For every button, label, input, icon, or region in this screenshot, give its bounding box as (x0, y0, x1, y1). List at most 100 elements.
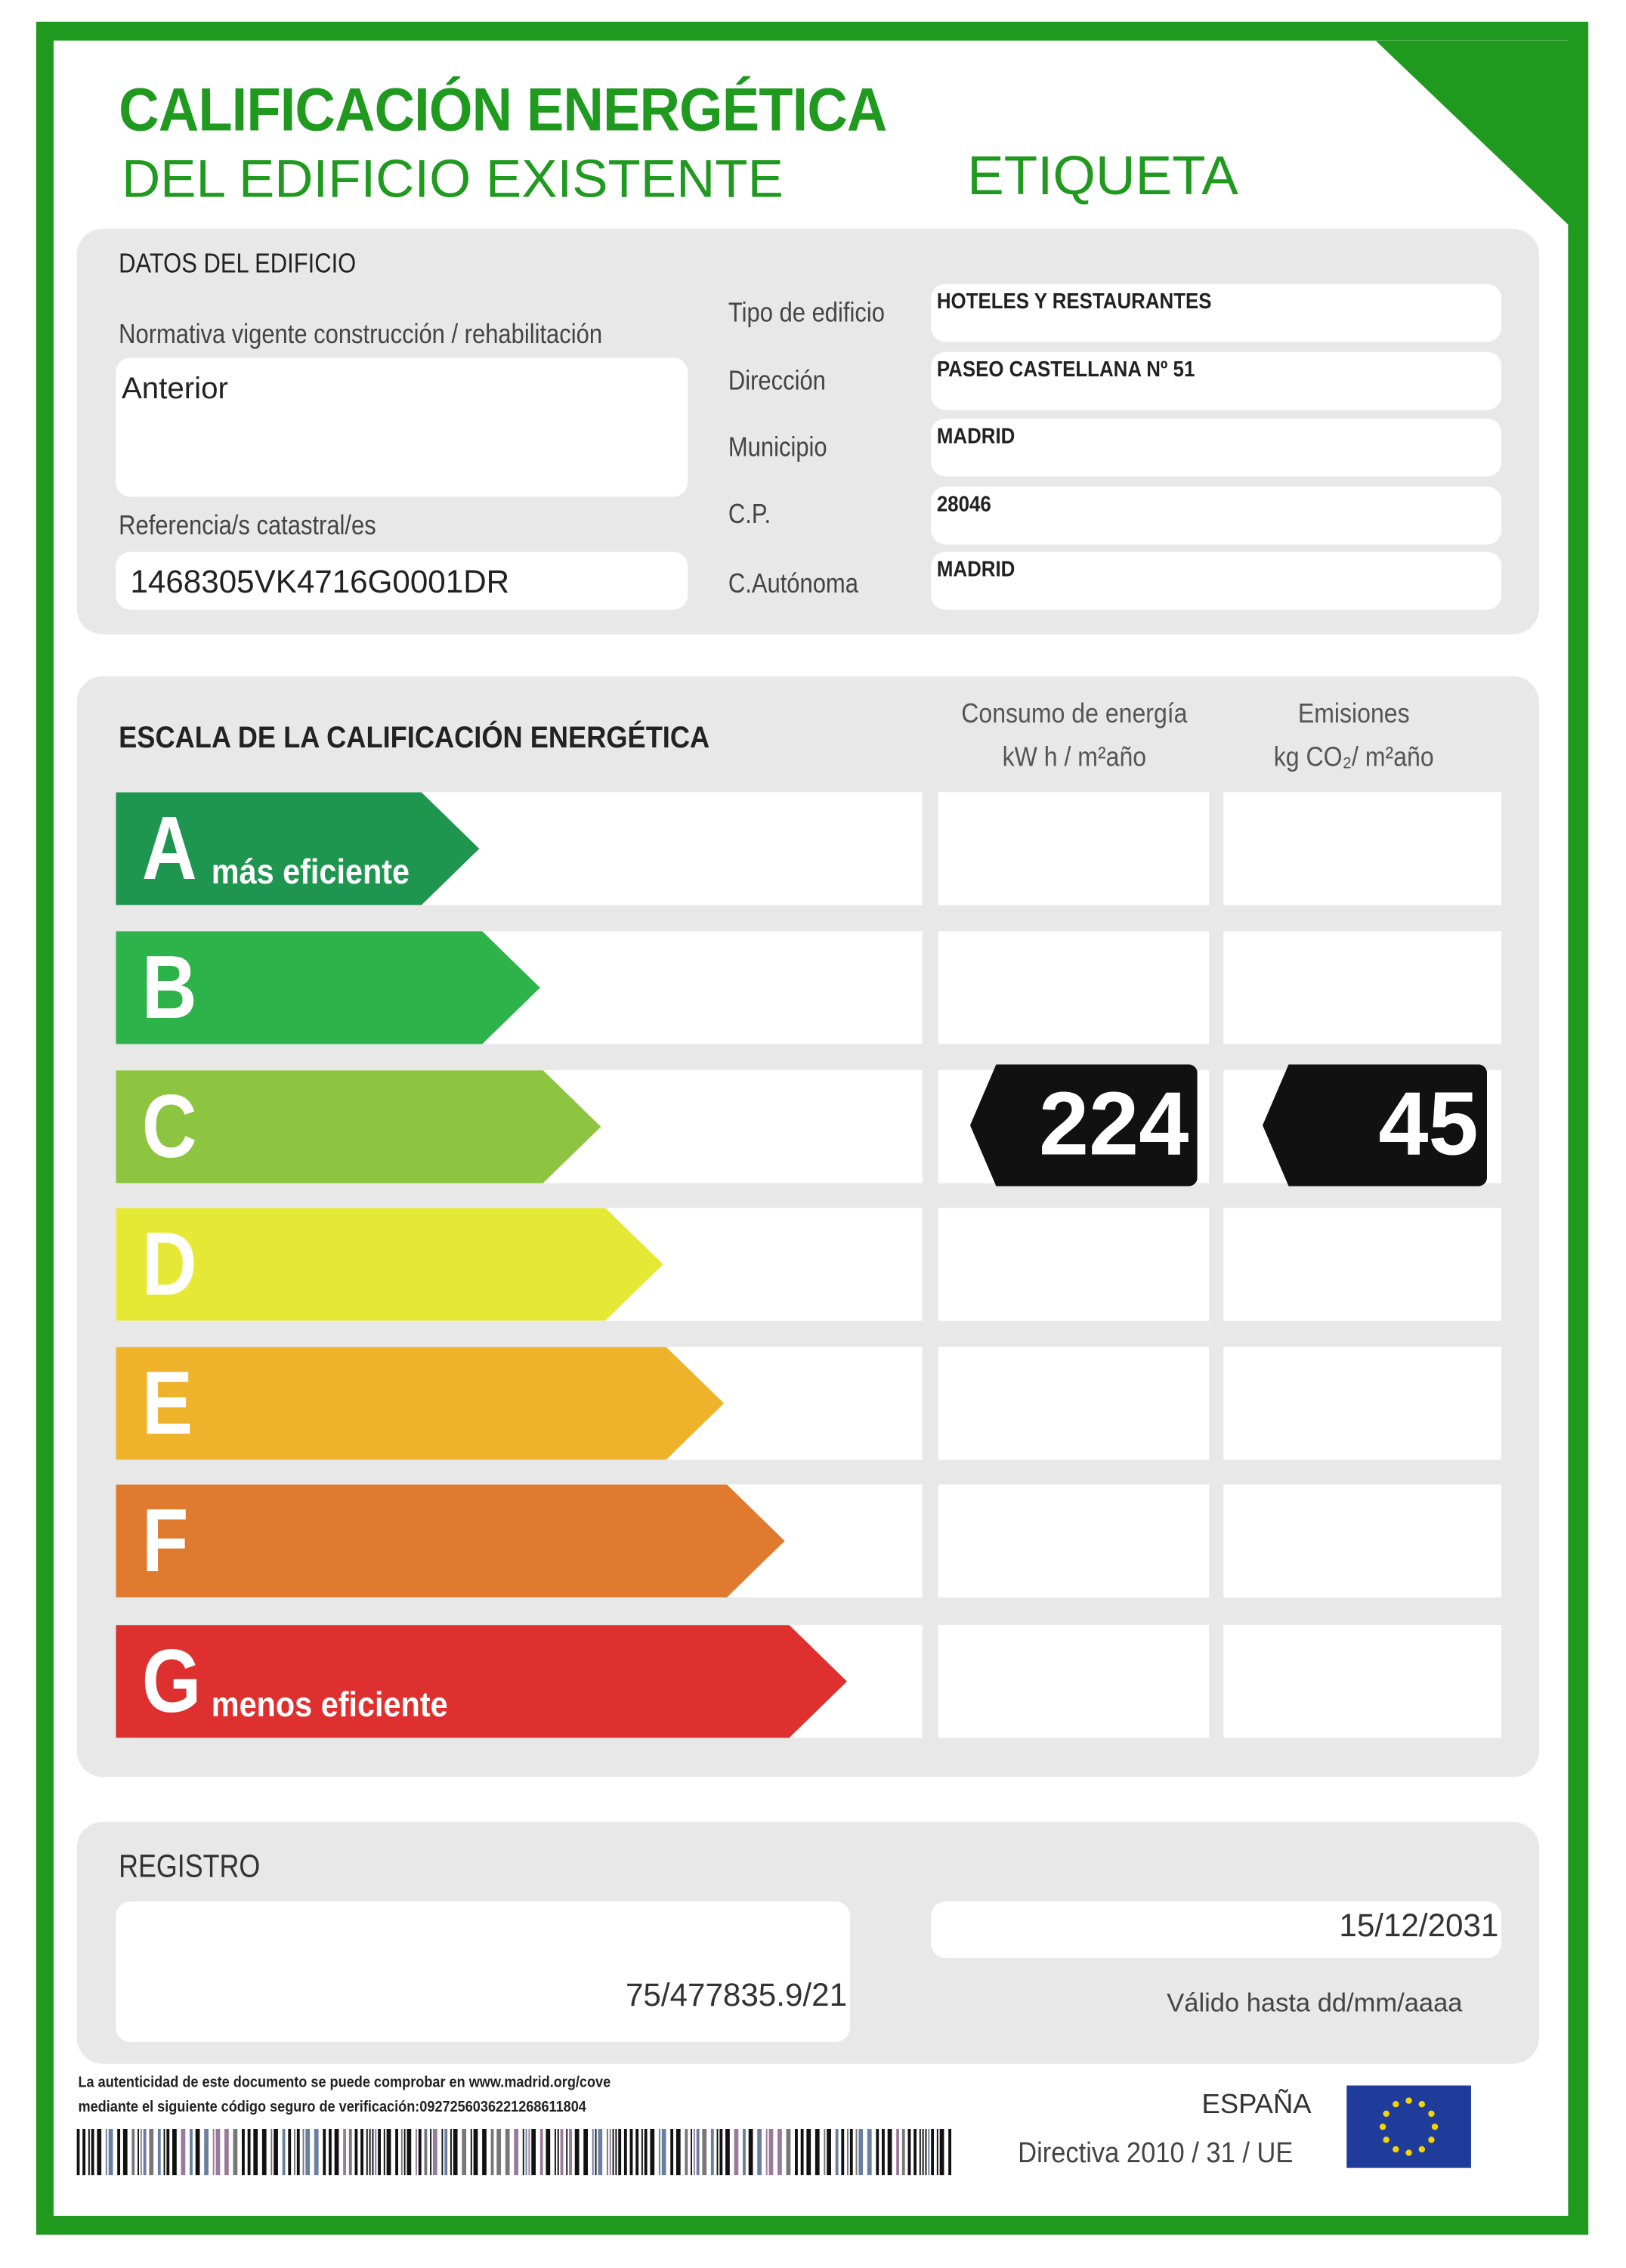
emissions-cell (1223, 931, 1502, 1044)
barcode-bar (554, 2128, 556, 2176)
barcode-bar (131, 2128, 135, 2176)
flag-star (1428, 2110, 1435, 2118)
barcode-bar (847, 2128, 849, 2176)
barcode-bar (858, 2128, 864, 2176)
barcode-bar (329, 2128, 332, 2176)
barcode-bar (282, 2128, 286, 2176)
barcode-bar (525, 2128, 527, 2176)
barcode-bar (97, 2128, 102, 2176)
barcode-bar (522, 2128, 524, 2176)
barcode-bar (91, 2128, 94, 2176)
barcode-bar (710, 2128, 714, 2176)
barcode-bar (635, 2128, 639, 2176)
barcode-bar (375, 2128, 377, 2176)
barcode-bar (424, 2128, 428, 2176)
barcode-bar (606, 2128, 608, 2176)
barcode-bar (450, 2128, 452, 2176)
class-note: menos eficiente (211, 1685, 448, 1725)
barcode-bar (595, 2128, 597, 2176)
barcode-bar (163, 2128, 165, 2176)
field-label: Municipio (728, 432, 827, 464)
barcode-bar (806, 2128, 811, 2176)
barcode-bar (140, 2128, 142, 2176)
barcode-bar (143, 2128, 147, 2176)
barcode-bar (641, 2128, 643, 2176)
barcode-bar (181, 2128, 186, 2176)
barcode-bar (108, 2128, 113, 2176)
barcode-bar (204, 2128, 209, 2176)
registro-number-box: 75/477835.9/21 (116, 1901, 850, 2042)
normativa-box: Anterior (116, 357, 688, 497)
barcode-bar (896, 2128, 900, 2176)
field-label: C.Autónoma (728, 569, 858, 600)
valid-date-box: 15/12/2031 (931, 1901, 1502, 1958)
barcode-bar (693, 2128, 695, 2176)
emissions-cell (1223, 792, 1502, 905)
class-letter: A (141, 799, 197, 900)
barcode-bar (849, 2128, 853, 2176)
barcode-bar (757, 2128, 762, 2176)
barcode-bar (343, 2128, 346, 2176)
energy-cell (938, 931, 1210, 1044)
field-box: HOTELES Y RESTAURANTES (931, 283, 1502, 342)
barcode-bar (800, 2128, 804, 2176)
barcode-bar (82, 2128, 86, 2176)
valid-date: 15/12/2031 (1339, 1907, 1499, 1944)
field-value: PASEO CASTELLANA Nº 51 (936, 357, 1195, 382)
energy-header-unit: kW h / m²año (1002, 743, 1147, 774)
barcode-bar (685, 2128, 688, 2176)
barcode-bar (354, 2128, 358, 2176)
flag-star (1379, 2123, 1386, 2130)
barcode (76, 2128, 952, 2176)
referencia-box: 1468305VK4716G0001DR (116, 552, 688, 610)
barcode-bar (867, 2128, 872, 2176)
barcode-bar (696, 2128, 700, 2176)
barcode-bar (748, 2128, 753, 2176)
barcode-bar (444, 2128, 448, 2176)
barcode-bar (661, 2128, 666, 2176)
barcode-bar (190, 2128, 193, 2176)
barcode-bar (122, 2128, 128, 2176)
barcode-bar (88, 2128, 90, 2176)
barcode-bar (876, 2128, 879, 2176)
emissions-header-line1: Emisiones (1297, 699, 1410, 730)
barcode-bar (765, 2128, 768, 2176)
energy-cell (938, 1347, 1210, 1460)
barcode-bar (919, 2128, 921, 2176)
field-value: HOTELES Y RESTAURANTES (936, 289, 1212, 314)
barcode-bar (296, 2128, 300, 2176)
flag-star (1418, 2146, 1426, 2153)
barcode-bar (514, 2128, 519, 2176)
barcode-bar (629, 2128, 633, 2176)
barcode-bar (166, 2128, 170, 2176)
barcode-bar (453, 2128, 458, 2176)
emissions-cell (1223, 1208, 1502, 1321)
barcode-bar (777, 2128, 782, 2176)
flag-star (1393, 2100, 1399, 2108)
barcode-bar (702, 2128, 707, 2176)
class-arrow-g: G menos eficiente (116, 1625, 847, 1737)
field-box: MADRID (931, 418, 1502, 477)
energy-cell (938, 1208, 1210, 1321)
barcode-bar (334, 2128, 339, 2176)
field-label: Dirección (728, 366, 826, 398)
class-letter: E (141, 1354, 193, 1454)
emissions-rating-badge: 45 (1263, 1064, 1488, 1187)
field-box: MADRID (931, 552, 1502, 610)
class-letter: F (141, 1491, 189, 1592)
energy-rating-badge: 224 (969, 1064, 1198, 1187)
barcode-bar (294, 2128, 295, 2176)
referencia-label: Referencia/s catastral/es (119, 511, 376, 542)
auth-text-line2: mediante el siguiente código seguro de v… (78, 2098, 586, 2116)
barcode-bar (598, 2128, 603, 2176)
flag-star (1405, 2149, 1412, 2156)
barcode-bar (855, 2128, 858, 2176)
barcode-bar (725, 2128, 730, 2176)
barcode-bar (462, 2128, 467, 2176)
field-value: MADRID (936, 424, 1015, 450)
emissions-column-header: Emisiones kg CO₂/ m²año (1226, 694, 1481, 781)
class-arrow-b: B (116, 931, 539, 1044)
field-box: PASEO CASTELLANA Nº 51 (931, 351, 1502, 410)
barcode-bar (734, 2128, 739, 2176)
